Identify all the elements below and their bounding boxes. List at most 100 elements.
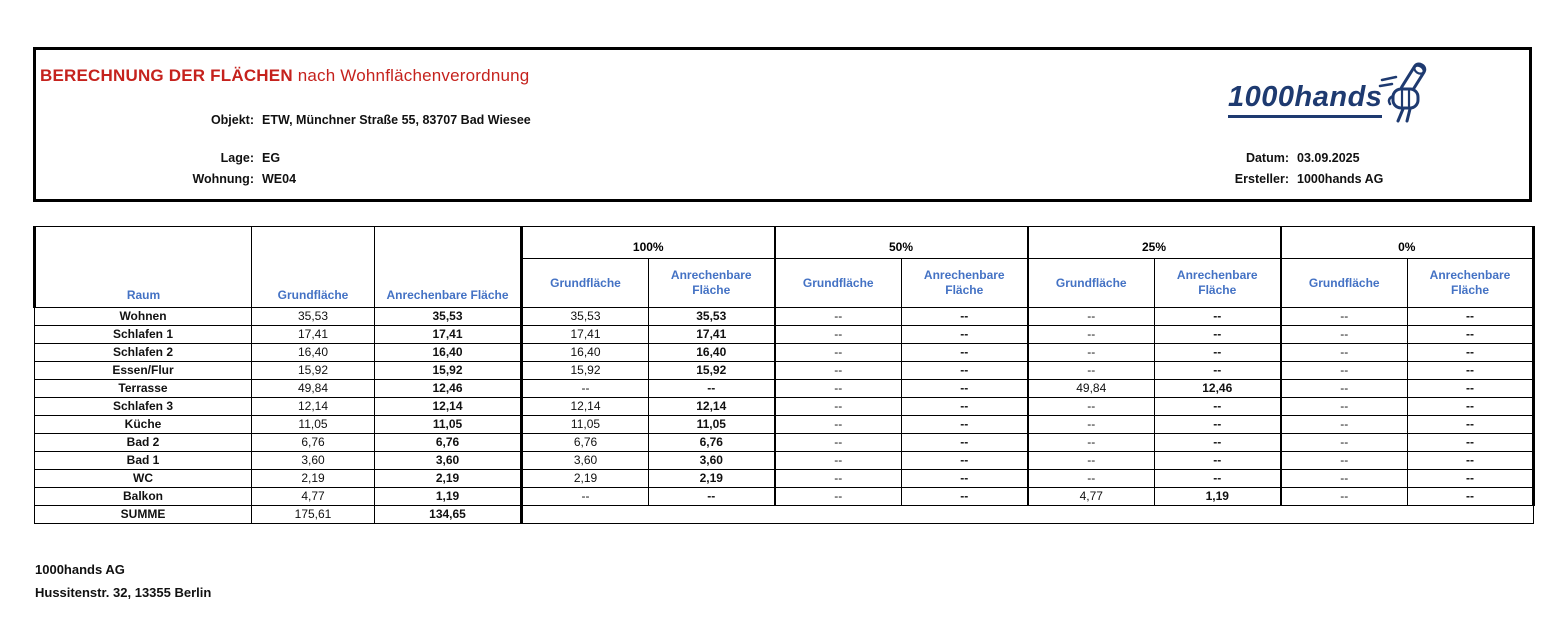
value-cell: -- bbox=[1280, 325, 1409, 344]
value-cell: -- bbox=[1407, 361, 1536, 380]
table-row: Essen/Flur 15,92 15,92 15,92 15,92 -- -- -- -- --… bbox=[34, 361, 1536, 380]
value-cell: -- bbox=[901, 307, 1029, 326]
wohnung-row: Wohnung: WE04 bbox=[36, 172, 296, 186]
value-cell: -- bbox=[647, 379, 776, 398]
company-logo: 1000hands bbox=[1228, 62, 1432, 124]
value-cell: -- bbox=[1027, 307, 1156, 326]
value-cell: -- bbox=[901, 451, 1029, 470]
value-cell: -- bbox=[774, 433, 903, 452]
value-cell: -- bbox=[1280, 379, 1409, 398]
value-cell: 15,92 bbox=[647, 361, 776, 380]
value-cell: 2,19 bbox=[251, 469, 375, 488]
value-cell: -- bbox=[521, 379, 649, 398]
value-cell: -- bbox=[1027, 469, 1156, 488]
value-cell: 16,40 bbox=[521, 343, 649, 362]
value-cell: -- bbox=[774, 397, 903, 416]
room-name-cell: Terrasse bbox=[34, 379, 252, 398]
sub-header-grundflaeche: Grundfläche bbox=[774, 258, 903, 308]
value-cell: -- bbox=[774, 469, 903, 488]
value-cell: 6,76 bbox=[374, 433, 523, 452]
value-cell: -- bbox=[774, 343, 903, 362]
value-cell: -- bbox=[1280, 451, 1409, 470]
room-name-cell: Küche bbox=[34, 415, 252, 434]
value-cell: -- bbox=[1407, 397, 1536, 416]
value-cell: -- bbox=[774, 451, 903, 470]
table-row: Schlafen 1 17,41 17,41 17,41 17,41 -- -- -- -- --… bbox=[34, 325, 1536, 344]
value-cell: -- bbox=[1027, 433, 1156, 452]
value-cell: -- bbox=[774, 379, 903, 398]
room-name-cell: Schlafen 3 bbox=[34, 397, 252, 416]
value-cell: 6,76 bbox=[521, 433, 649, 452]
footer-address: Hussitenstr. 32, 13355 Berlin bbox=[35, 585, 212, 600]
value-cell: 2,19 bbox=[374, 469, 523, 488]
value-cell: 12,14 bbox=[647, 397, 776, 416]
value-cell: -- bbox=[1280, 487, 1409, 506]
table-row: Terrasse 49,84 12,46 -- -- -- -- 49,84 12,46 -- -- bbox=[34, 379, 1536, 398]
value-cell: 3,60 bbox=[374, 451, 523, 470]
value-cell: -- bbox=[774, 361, 903, 380]
room-name-cell: Wohnen bbox=[34, 307, 252, 326]
value-cell: 12,46 bbox=[374, 379, 523, 398]
datum-label: Datum: bbox=[1245, 151, 1289, 165]
objekt-value: ETW, Münchner Straße 55, 83707 Bad Wiese… bbox=[262, 113, 531, 127]
value-cell: -- bbox=[1154, 433, 1282, 452]
value-cell: 6,76 bbox=[647, 433, 776, 452]
value-cell: -- bbox=[1407, 469, 1536, 488]
value-cell: -- bbox=[901, 433, 1029, 452]
room-name-cell: Essen/Flur bbox=[34, 361, 252, 380]
objekt-row: Objekt: ETW, Münchner Straße 55, 83707 Ba… bbox=[36, 113, 531, 127]
value-cell: -- bbox=[1154, 325, 1282, 344]
value-cell: -- bbox=[647, 487, 776, 506]
group-header-50: 50% bbox=[774, 226, 1029, 259]
value-cell: -- bbox=[1280, 469, 1409, 488]
ersteller-row: Ersteller: 1000hands AG bbox=[1054, 172, 1384, 186]
room-name-cell: Schlafen 1 bbox=[34, 325, 252, 344]
group-header-row: Raum Grundfläche Anrechenbare Fläche 100… bbox=[33, 226, 1536, 308]
sub-header-anrechenbare: Anrechenbare Fläche bbox=[647, 258, 776, 308]
value-cell: 17,41 bbox=[521, 325, 649, 344]
value-cell: 35,53 bbox=[374, 307, 523, 326]
value-cell: 4,77 bbox=[251, 487, 375, 506]
value-cell: -- bbox=[1280, 307, 1409, 326]
area-calculation-table: Raum Grundfläche Anrechenbare Fläche 100… bbox=[33, 226, 1536, 524]
value-cell: -- bbox=[1154, 451, 1282, 470]
footer: 1000hands AG Hussitenstr. 32, 13355 Berl… bbox=[35, 558, 211, 604]
value-cell: 3,60 bbox=[647, 451, 776, 470]
value-cell: -- bbox=[1027, 343, 1156, 362]
sub-header-grundflaeche: Grundfläche bbox=[1027, 258, 1156, 308]
value-cell: -- bbox=[774, 307, 903, 326]
value-cell: -- bbox=[1280, 433, 1409, 452]
value-cell: -- bbox=[1407, 343, 1536, 362]
value-cell: 15,92 bbox=[374, 361, 523, 380]
value-cell: 3,60 bbox=[251, 451, 375, 470]
sub-header-row: Grundfläche Anrechenbare Fläche Grundflä… bbox=[35, 258, 1536, 308]
value-cell: 6,76 bbox=[251, 433, 375, 452]
datum-value: 03.09.2025 bbox=[1297, 151, 1360, 165]
room-name-cell: Balkon bbox=[34, 487, 252, 506]
value-cell: 17,41 bbox=[374, 325, 523, 344]
value-cell: 12,14 bbox=[374, 397, 523, 416]
value-cell: -- bbox=[901, 487, 1029, 506]
value-cell: 4,77 bbox=[1027, 487, 1156, 506]
value-cell: -- bbox=[1407, 451, 1536, 470]
value-cell: -- bbox=[1027, 415, 1156, 434]
value-cell: -- bbox=[774, 487, 903, 506]
summe-label: SUMME bbox=[34, 505, 252, 524]
value-cell: -- bbox=[901, 415, 1029, 434]
value-cell: -- bbox=[901, 325, 1029, 344]
value-cell: 16,40 bbox=[251, 343, 375, 362]
summe-row: SUMME 175,61 134,65 bbox=[34, 505, 1535, 524]
col-header-raum: Raum bbox=[33, 226, 252, 308]
table-row: Bad 1 3,60 3,60 3,60 3,60 -- -- -- -- -- -- bbox=[34, 451, 1536, 470]
value-cell: 17,41 bbox=[647, 325, 776, 344]
value-cell: -- bbox=[901, 469, 1029, 488]
room-name-cell: Bad 2 bbox=[34, 433, 252, 452]
value-cell: 1,19 bbox=[374, 487, 523, 506]
value-cell: -- bbox=[1407, 487, 1536, 506]
value-cell: -- bbox=[901, 343, 1029, 362]
value-cell: -- bbox=[1154, 469, 1282, 488]
datum-row: Datum: 03.09.2025 bbox=[1054, 151, 1360, 165]
summe-filler bbox=[520, 505, 1535, 524]
objekt-label: Objekt: bbox=[210, 113, 254, 127]
sub-header-anrechenbare: Anrechenbare Fläche bbox=[901, 258, 1029, 308]
